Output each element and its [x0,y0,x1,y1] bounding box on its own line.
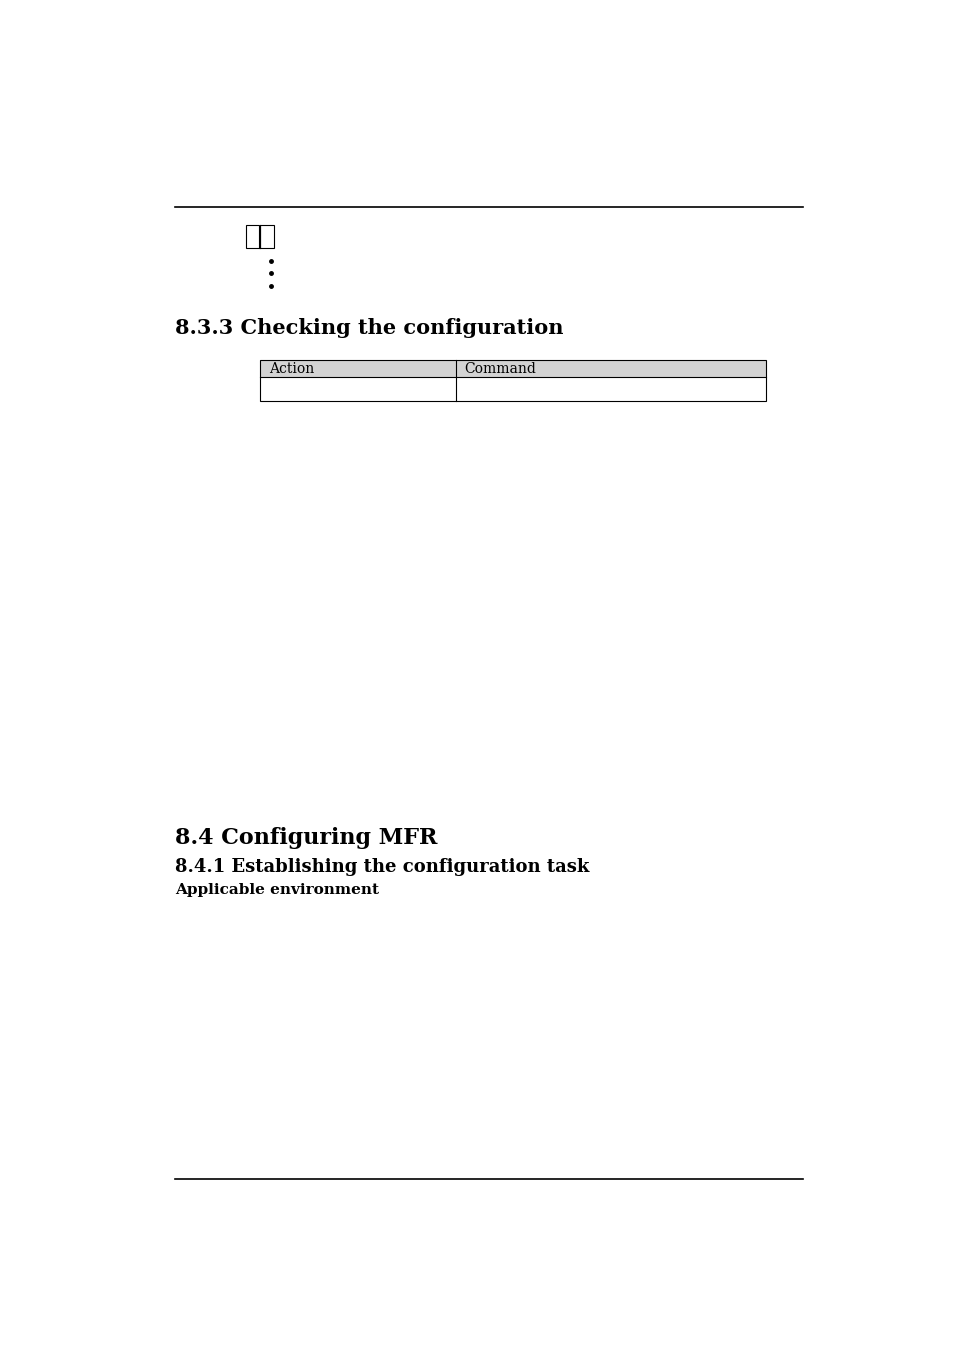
Text: 8.4 Configuring MFR: 8.4 Configuring MFR [174,826,436,849]
Text: Action: Action [269,362,314,375]
Bar [259,359,765,401]
Bar [259,359,765,377]
Text: 8.4.1 Establishing the configuration task: 8.4.1 Establishing the configuration tas… [174,857,588,876]
Text: Command: Command [464,362,536,375]
Bar [246,225,258,248]
Text: 8.3.3 Checking the configuration: 8.3.3 Checking the configuration [174,319,562,339]
Text: Applicable environment: Applicable environment [174,883,378,896]
Bar [260,225,274,248]
